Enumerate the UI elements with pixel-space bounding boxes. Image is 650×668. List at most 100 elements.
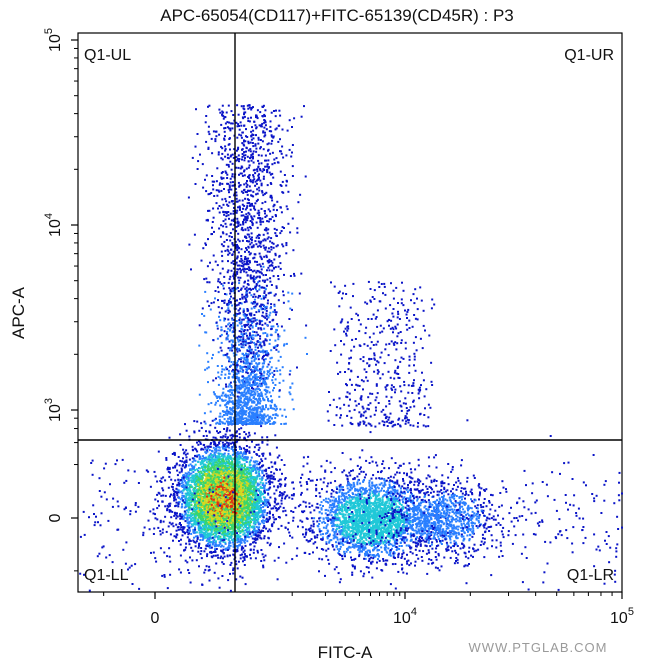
event-dot bbox=[229, 488, 232, 491]
event-dot bbox=[275, 446, 278, 449]
event-dot bbox=[194, 531, 197, 534]
event-dot bbox=[292, 493, 295, 496]
event-dot bbox=[176, 488, 179, 491]
event-dot bbox=[256, 514, 259, 517]
event-dot bbox=[198, 429, 201, 432]
event-dot bbox=[205, 497, 208, 500]
event-dot bbox=[256, 504, 259, 507]
event-dot bbox=[230, 469, 233, 472]
event-dot bbox=[235, 459, 238, 462]
event-dot bbox=[162, 476, 165, 479]
event-dot bbox=[188, 522, 191, 525]
event-dot bbox=[243, 532, 246, 535]
event-dot bbox=[250, 506, 253, 509]
event-dot bbox=[207, 542, 209, 545]
event-dot bbox=[219, 449, 222, 452]
event-dot bbox=[192, 506, 195, 509]
event-dot bbox=[219, 535, 222, 538]
event-dot bbox=[241, 493, 244, 496]
event-dot bbox=[240, 507, 243, 510]
event-dot bbox=[181, 534, 184, 537]
event-dot bbox=[232, 545, 235, 548]
event-dot bbox=[212, 526, 214, 529]
event-dot bbox=[225, 468, 227, 470]
event-dot bbox=[267, 474, 270, 477]
event-dot bbox=[247, 494, 250, 497]
event-dot bbox=[279, 478, 282, 481]
event-dot bbox=[200, 518, 203, 520]
event-dot bbox=[227, 468, 230, 471]
event-dot bbox=[180, 524, 182, 526]
event-dot bbox=[251, 480, 253, 483]
event-dot bbox=[204, 510, 207, 513]
event-dot bbox=[214, 511, 217, 514]
event-dot bbox=[218, 471, 221, 474]
event-dot bbox=[272, 516, 275, 519]
event-dot bbox=[253, 516, 256, 519]
event-dot bbox=[213, 476, 216, 479]
event-dot bbox=[214, 518, 217, 521]
event-dot bbox=[215, 444, 217, 447]
event-dot bbox=[236, 546, 239, 549]
event-dot bbox=[212, 461, 215, 464]
event-dot bbox=[208, 483, 211, 486]
event-dot bbox=[228, 494, 230, 497]
event-dot bbox=[212, 496, 215, 499]
event-dot bbox=[202, 481, 205, 484]
event-dot bbox=[194, 523, 197, 526]
event-dot bbox=[236, 545, 239, 547]
event-dot bbox=[242, 474, 245, 477]
event-dot bbox=[212, 455, 215, 458]
event-dot bbox=[266, 512, 269, 515]
event-dot bbox=[228, 499, 231, 502]
event-dot bbox=[186, 452, 189, 455]
event-dot bbox=[227, 522, 230, 525]
event-dot bbox=[249, 531, 252, 534]
event-dot bbox=[206, 484, 209, 487]
event-dot bbox=[236, 506, 239, 508]
event-dot bbox=[205, 533, 208, 536]
event-dot bbox=[239, 448, 241, 450]
event-dot bbox=[218, 544, 221, 547]
event-dot bbox=[193, 457, 196, 460]
event-dot bbox=[241, 478, 244, 480]
event-dot bbox=[211, 486, 214, 489]
event-dot bbox=[220, 486, 223, 489]
event-dot bbox=[186, 472, 189, 475]
event-dot bbox=[227, 546, 230, 549]
event-dot bbox=[239, 535, 242, 538]
event-dot bbox=[180, 470, 183, 473]
event-dot bbox=[231, 463, 234, 466]
event-dot bbox=[291, 536, 294, 539]
event-dot bbox=[222, 453, 225, 456]
event-dot bbox=[244, 521, 247, 524]
event-dot bbox=[273, 505, 276, 508]
event-dot bbox=[205, 488, 207, 491]
event-dot bbox=[202, 466, 205, 469]
event-dot bbox=[253, 506, 256, 509]
event-dot bbox=[225, 501, 228, 504]
event-dot bbox=[215, 461, 218, 464]
event-dot bbox=[200, 527, 203, 530]
event-dot bbox=[201, 531, 204, 534]
event-dot bbox=[181, 492, 184, 495]
event-dot bbox=[244, 555, 247, 558]
event-dot bbox=[241, 516, 244, 519]
event-dot bbox=[242, 518, 245, 521]
event-dot bbox=[191, 500, 194, 502]
event-dot bbox=[193, 466, 195, 469]
event-dot bbox=[269, 486, 272, 489]
event-dot bbox=[208, 503, 211, 506]
event-dot bbox=[220, 522, 223, 525]
event-dot bbox=[184, 472, 187, 475]
event-dot bbox=[231, 441, 234, 444]
event-dot bbox=[227, 444, 230, 447]
event-dot bbox=[203, 446, 206, 449]
event-dot bbox=[216, 470, 219, 473]
event-dot bbox=[187, 471, 190, 474]
event-dot bbox=[179, 444, 182, 446]
event-dot bbox=[228, 493, 230, 496]
event-dot bbox=[255, 471, 258, 474]
event-dot bbox=[182, 457, 184, 460]
event-dot bbox=[152, 508, 155, 511]
